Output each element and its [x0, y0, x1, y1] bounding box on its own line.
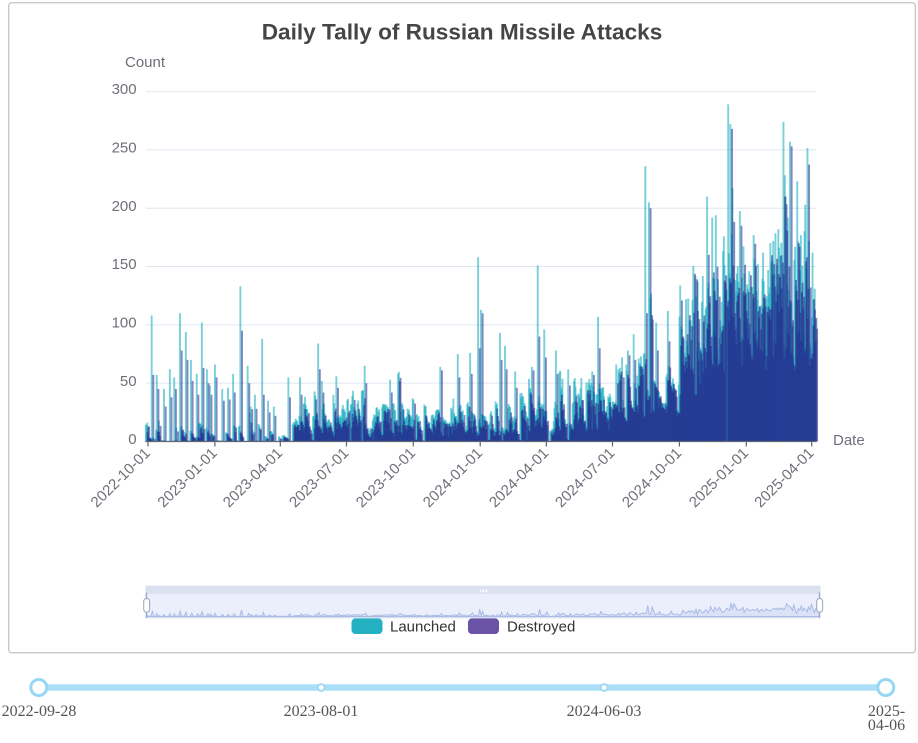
svg-text:2023-08-01: 2023-08-01: [284, 703, 359, 720]
svg-text:Daily Tally of Russian Missile: Daily Tally of Russian Missile Attacks: [262, 19, 663, 44]
svg-text:Launched: Launched: [390, 619, 456, 636]
svg-text:2025-: 2025-: [868, 703, 905, 720]
svg-text:100: 100: [112, 315, 137, 332]
svg-text:250: 250: [112, 140, 137, 157]
svg-text:50: 50: [120, 373, 137, 390]
svg-text:2024-06-03: 2024-06-03: [567, 703, 642, 720]
svg-text:Date: Date: [833, 432, 865, 449]
svg-text:2022-09-28: 2022-09-28: [2, 703, 77, 720]
svg-text:150: 150: [112, 256, 137, 273]
svg-text:200: 200: [112, 198, 137, 215]
svg-text:Destroyed: Destroyed: [507, 619, 575, 636]
svg-text:300: 300: [112, 81, 137, 98]
svg-text:04-06: 04-06: [868, 717, 905, 734]
svg-text:Count: Count: [125, 54, 166, 71]
svg-text:0: 0: [128, 431, 136, 448]
